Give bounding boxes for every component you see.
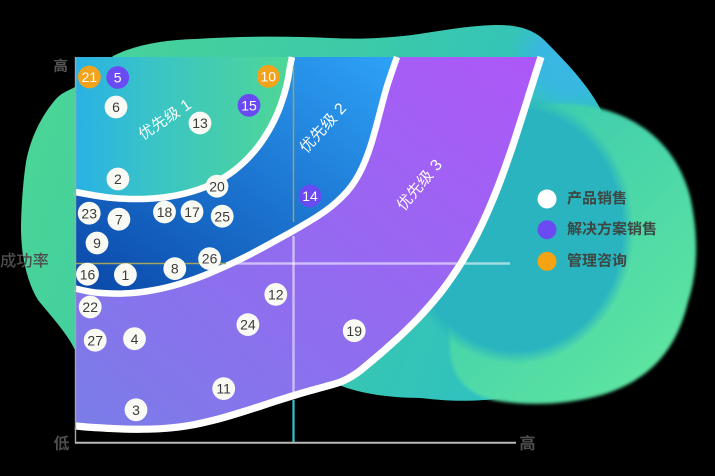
svg-text:3: 3 (132, 402, 140, 418)
svg-text:17: 17 (184, 204, 200, 220)
svg-text:24: 24 (240, 317, 256, 333)
svg-text:16: 16 (80, 266, 96, 282)
svg-text:13: 13 (192, 115, 208, 131)
svg-text:21: 21 (82, 69, 98, 85)
svg-text:15: 15 (241, 97, 257, 113)
svg-text:6: 6 (112, 99, 120, 115)
svg-text:11: 11 (216, 381, 231, 397)
svg-text:8: 8 (171, 261, 179, 277)
svg-text:20: 20 (209, 178, 225, 194)
svg-text:14: 14 (302, 188, 318, 204)
svg-text:2: 2 (114, 171, 122, 187)
svg-text:27: 27 (87, 332, 103, 348)
svg-text:10: 10 (261, 69, 277, 85)
svg-text:25: 25 (214, 208, 230, 224)
svg-text:23: 23 (81, 205, 97, 221)
svg-text:4: 4 (131, 331, 139, 347)
svg-text:22: 22 (82, 299, 98, 315)
svg-text:9: 9 (93, 235, 101, 251)
svg-text:7: 7 (115, 211, 123, 227)
svg-text:1: 1 (122, 267, 130, 283)
svg-text:19: 19 (346, 323, 362, 339)
svg-text:18: 18 (157, 204, 173, 220)
svg-text:26: 26 (202, 251, 218, 267)
svg-text:12: 12 (268, 287, 284, 303)
svg-text:5: 5 (114, 70, 122, 86)
